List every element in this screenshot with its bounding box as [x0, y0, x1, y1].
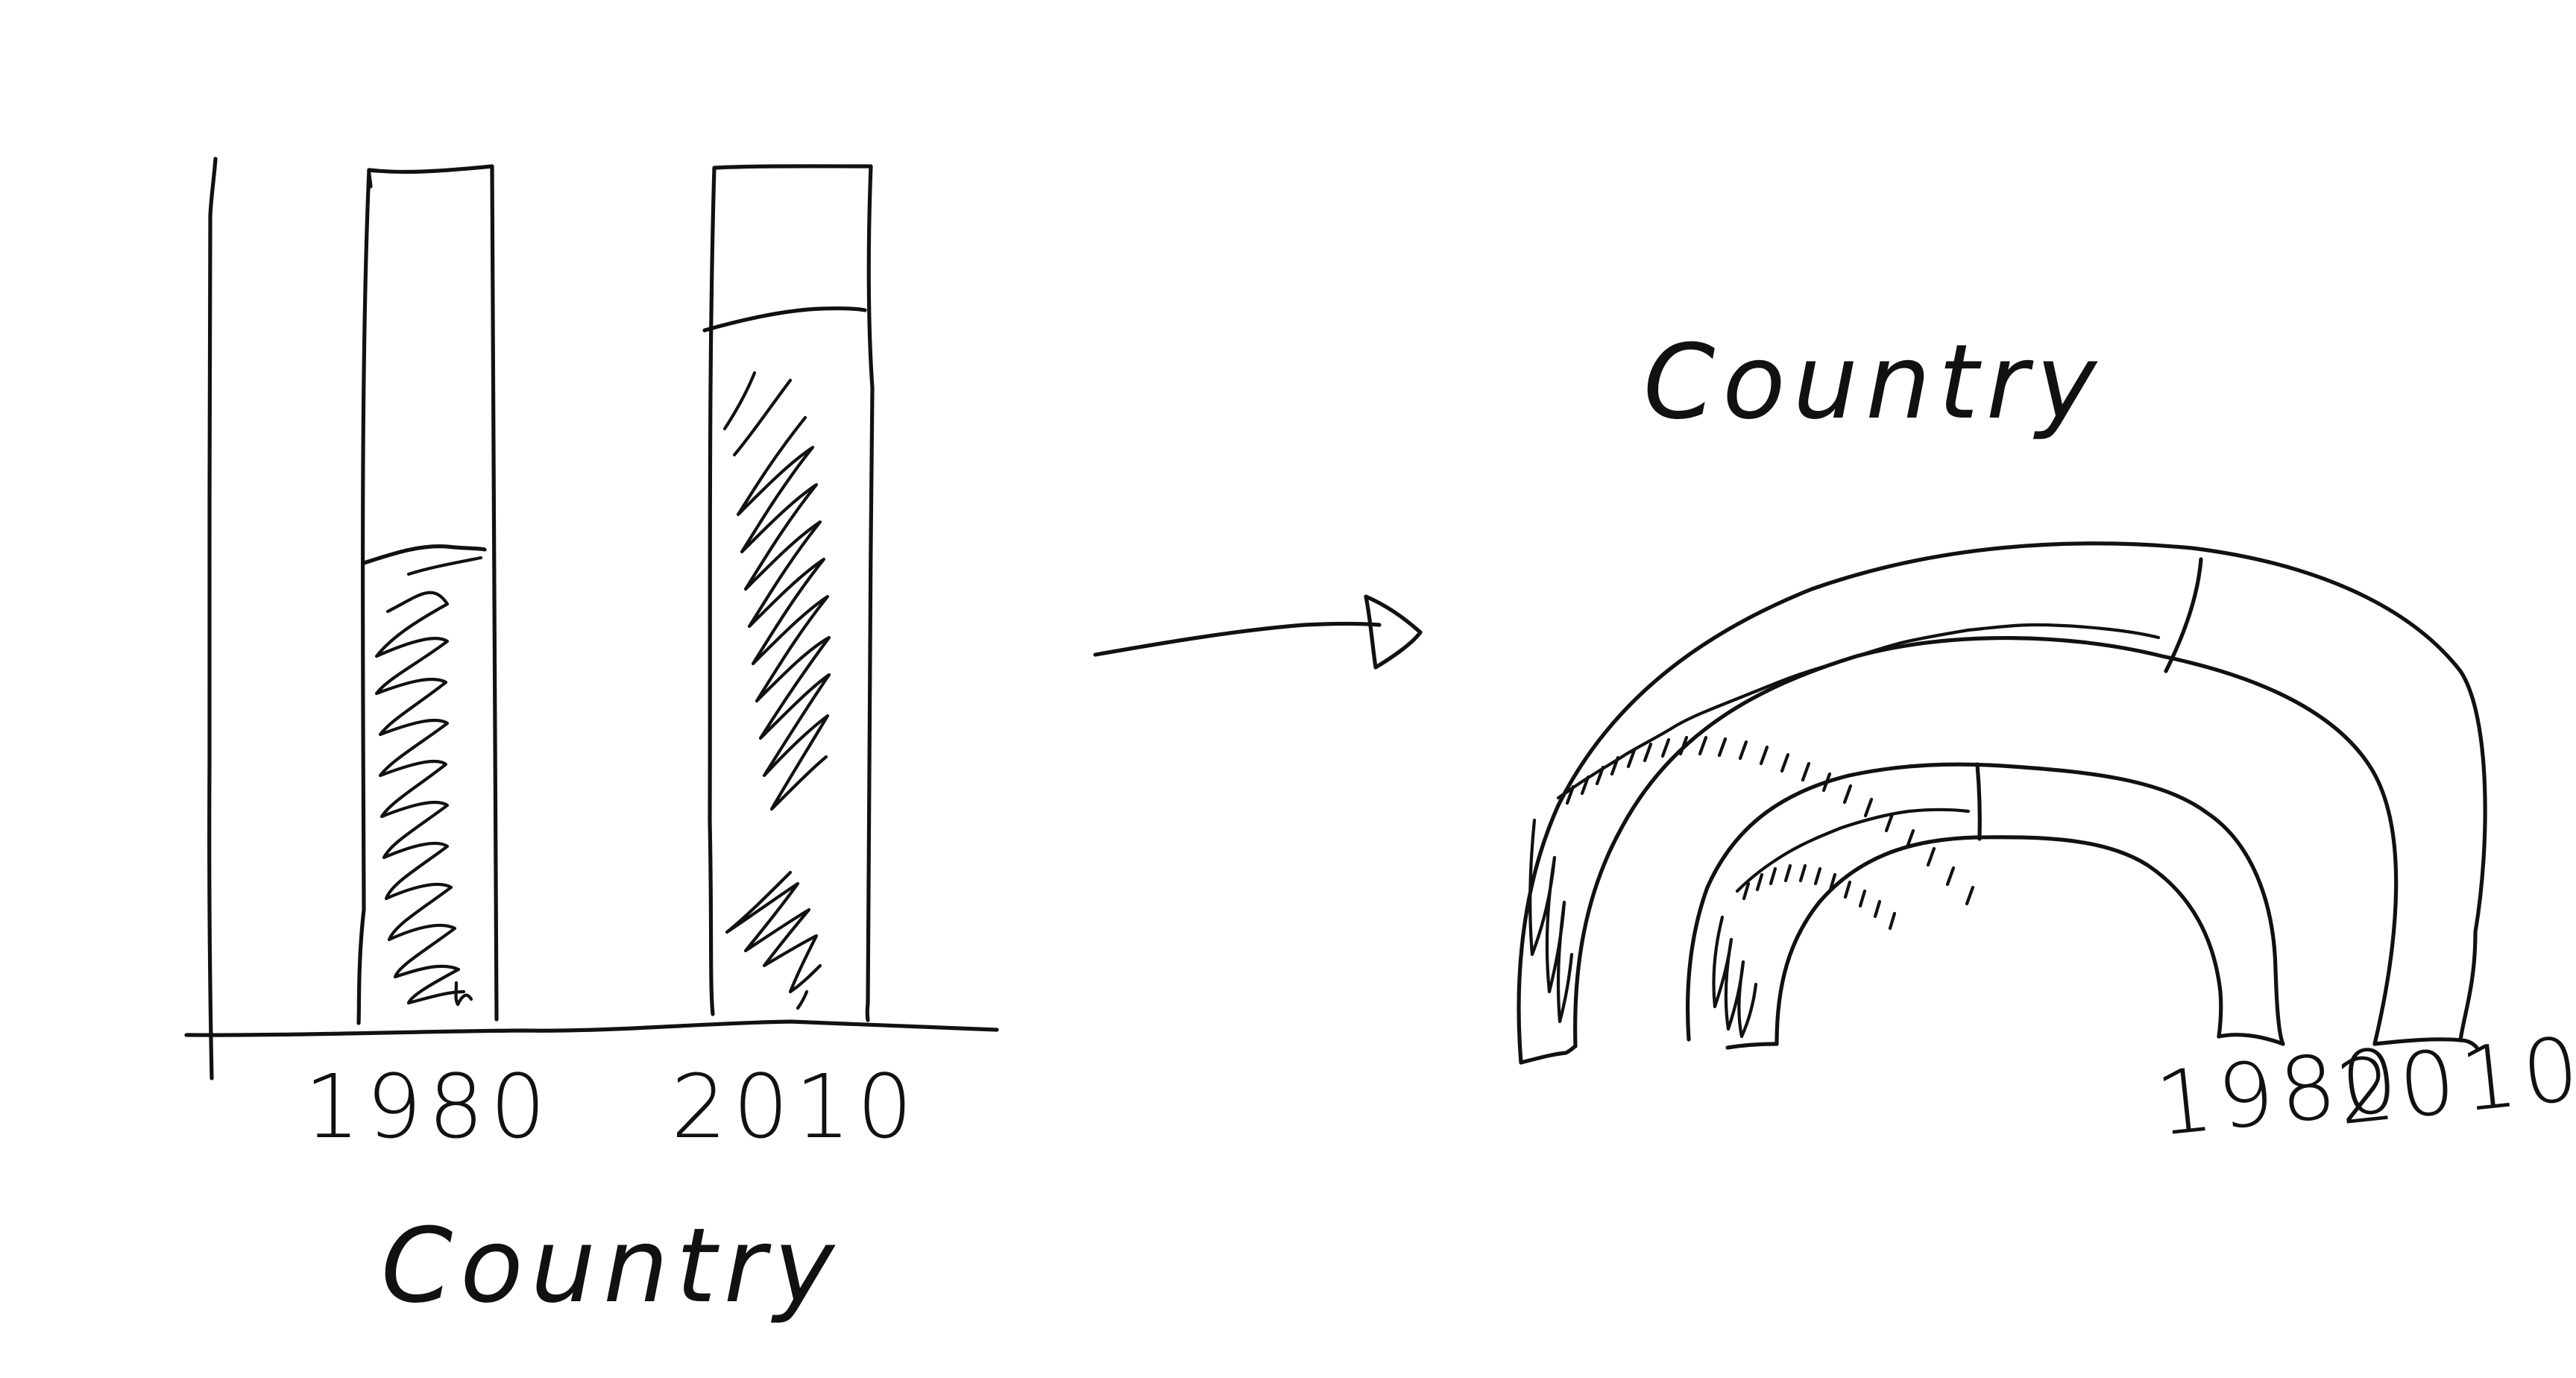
x-tick-label-2010: 2010: [671, 1055, 919, 1158]
ring-2010-inner-edge: [1573, 635, 2399, 1048]
ring-1980-bottom-right-cap: [2217, 1033, 2285, 1046]
ring-2010-bottom-left-cap: [1519, 1044, 1578, 1065]
radial-ring-2010: [1517, 541, 2487, 1065]
bar-2010-outline: [708, 164, 875, 1022]
bar-1980-fill-level: [362, 544, 487, 565]
bar-2010: [702, 164, 875, 1022]
radial-ring-1980: [1685, 762, 2285, 1050]
bar-1980-outline: [356, 164, 499, 1025]
x-axis-line: [184, 1019, 999, 1037]
ring-2010-value-marker: [2164, 557, 2203, 673]
transform-arrow: [1093, 594, 1423, 670]
bar-2010-fill-level: [702, 306, 867, 333]
radial-chart-sketch: Country 1980 2010: [1517, 322, 2576, 1156]
ring-2010-bottom-right-cap: [2372, 1037, 2479, 1050]
radial-label-2010: 2010: [2332, 1016, 2576, 1145]
arrow-shaft: [1093, 621, 1382, 657]
ring-2010-outer-edge: [1517, 541, 2487, 1065]
radial-chart-title: Country: [1643, 322, 2104, 442]
bar-1980: [356, 164, 499, 1025]
ring-1980-hatch: [1712, 808, 1971, 1039]
ring-2010-hatch: [1528, 623, 2161, 1024]
ring-1980-outer-edge: [1685, 762, 2285, 1046]
x-tick-label-1980: 1980: [304, 1055, 552, 1158]
bar-1980-hatch-top: [406, 556, 483, 576]
bar-chart-sketch: 1980 2010 Country: [184, 157, 999, 1326]
ring-1980-inner-edge: [1774, 835, 2223, 1046]
ring-1980-value-marker: [1975, 762, 1982, 841]
y-axis-line: [207, 157, 218, 1080]
x-axis-title: Country: [381, 1206, 842, 1326]
bar-1980-hatch: [374, 591, 473, 1007]
bar-2010-hatch: [722, 371, 831, 1010]
ring-1980-bottom-left-cap: [1725, 1042, 1779, 1050]
arrow-head-icon: [1364, 594, 1423, 670]
